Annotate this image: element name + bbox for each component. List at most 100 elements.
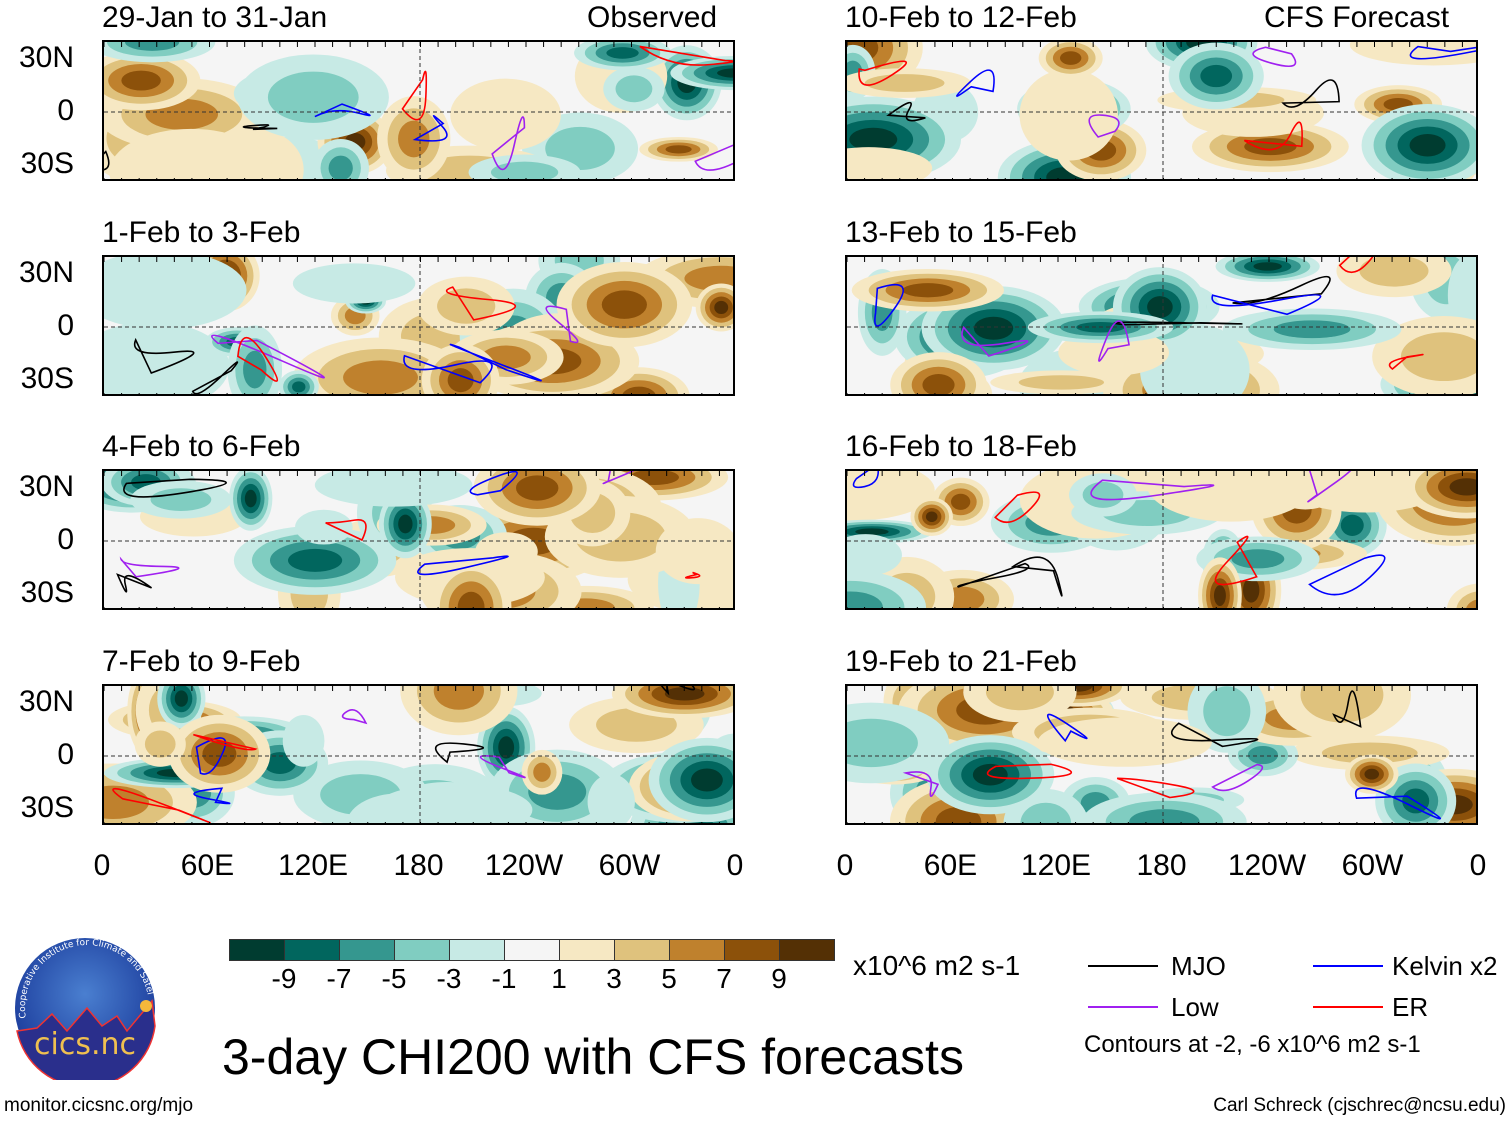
wave-contour xyxy=(417,555,509,576)
anomaly-contour-fill xyxy=(664,687,705,701)
wave-contour xyxy=(694,144,733,171)
legend-label-er: ER xyxy=(1392,992,1429,1022)
anomaly-contour-fill xyxy=(282,714,325,767)
wave-contour xyxy=(994,491,1041,524)
anomaly-contour-fill xyxy=(1019,69,1118,161)
wave-contour xyxy=(1354,787,1442,820)
wave-contour xyxy=(1243,121,1303,151)
colorbar-label: 9 xyxy=(771,963,787,994)
wave-contour xyxy=(1252,46,1297,68)
anomaly-contour-fill xyxy=(174,690,188,707)
anomaly-contour-fill xyxy=(922,373,955,394)
anomaly-contour-fill xyxy=(1231,549,1285,569)
anomaly-contour-fill xyxy=(1200,64,1233,88)
wave-contour xyxy=(237,337,279,382)
anomaly-contour-fill xyxy=(450,78,561,151)
wave-contour xyxy=(1409,45,1476,60)
colorbar-label: 1 xyxy=(551,963,567,994)
anomaly-contour-fill xyxy=(244,489,257,508)
map-panel xyxy=(845,40,1478,181)
anomaly-contour-fill xyxy=(847,534,902,577)
panel-title: 29-Jan to 31-Jan xyxy=(102,1,328,34)
anomaly-contour-fill xyxy=(855,528,889,536)
legend-line-low xyxy=(1088,1006,1158,1008)
chi200-field xyxy=(104,257,733,394)
wave-contour xyxy=(1281,79,1340,108)
anomaly-contour-fill xyxy=(1145,471,1316,522)
panel-title: 1-Feb to 3-Feb xyxy=(102,216,301,249)
wave-contour xyxy=(1098,320,1130,362)
footer-url[interactable]: monitor.cicsnc.org/mjo xyxy=(4,1095,194,1116)
anomaly-contour-fill xyxy=(849,127,898,152)
lat-label: 30S xyxy=(20,791,74,824)
lon-label: 60E xyxy=(923,849,978,882)
anomaly-contour-fill xyxy=(847,591,883,608)
wave-contour xyxy=(1088,114,1120,138)
anomaly-contour-fill xyxy=(1349,42,1476,66)
colorbar-swatch xyxy=(284,939,340,961)
anomaly-contour-fill xyxy=(457,591,485,608)
lat-label: 30N xyxy=(18,685,74,718)
chi200-field xyxy=(104,686,733,823)
colorbar-label: 3 xyxy=(606,963,622,994)
colorbar-swatch xyxy=(614,939,670,961)
wave-contour xyxy=(858,60,907,86)
colorbar-swatch xyxy=(229,939,285,961)
wave-contour xyxy=(1010,556,1063,597)
wave-contour xyxy=(469,471,518,496)
lon-label: 180 xyxy=(1136,849,1187,882)
anomaly-contour-fill xyxy=(433,686,484,710)
lon-label: 120W xyxy=(484,849,564,882)
wave-contour xyxy=(1232,275,1331,305)
wave-contour xyxy=(434,742,485,764)
anomaly-contour-fill xyxy=(1020,802,1072,823)
map-panel xyxy=(102,469,735,610)
map-panel xyxy=(102,40,735,181)
wave-contour xyxy=(491,116,526,170)
lon-label: 0 xyxy=(836,849,854,882)
wave-contour xyxy=(685,571,701,579)
legend-line-kelvin xyxy=(1313,965,1383,967)
colorbar-label: -5 xyxy=(381,963,407,994)
colorbar-label: -9 xyxy=(271,963,297,994)
wave-contour xyxy=(639,45,733,66)
anomaly-contour-fill xyxy=(1253,262,1282,271)
wave-contour xyxy=(602,471,635,485)
anomaly-contour-fill xyxy=(1300,686,1384,723)
wave-contour xyxy=(193,733,258,751)
colorbar-label: -3 xyxy=(436,963,462,994)
wave-contour xyxy=(874,284,904,327)
anomaly-contour-fill xyxy=(973,316,1014,340)
anomaly-contour-fill xyxy=(587,774,635,823)
wave-contour xyxy=(1307,471,1352,503)
panel-title: 7-Feb to 9-Feb xyxy=(102,645,301,678)
colorbar-label: 5 xyxy=(661,963,677,994)
wave-contour xyxy=(211,334,325,379)
anomaly-contour-fill xyxy=(1466,599,1476,608)
lon-label: 0 xyxy=(93,849,111,882)
colorbar-label: -7 xyxy=(326,963,352,994)
wave-contour xyxy=(1338,257,1374,274)
colorbar-units: x10^6 m2 s-1 xyxy=(853,950,1021,981)
anomaly-contour-fill xyxy=(1203,686,1251,737)
colorbar-swatch xyxy=(559,939,615,961)
anomaly-contour-fill xyxy=(1147,296,1173,318)
anomaly-contour-fill xyxy=(1018,375,1105,390)
wave-contour xyxy=(449,343,542,382)
anomaly-contour-fill xyxy=(243,350,267,389)
cics-logo: cics.nc Cooperative Institute for Climat… xyxy=(9,929,158,1088)
map-panel xyxy=(845,255,1478,396)
colorbar-swatch xyxy=(339,939,395,961)
anomaly-contour-fill xyxy=(655,518,733,585)
panel-title: 4-Feb to 6-Feb xyxy=(102,430,301,463)
lat-label: 30N xyxy=(18,470,74,503)
wave-contour xyxy=(1090,479,1215,501)
legend-label-mjo: MJO xyxy=(1171,951,1226,981)
anomaly-contour-fill xyxy=(902,283,954,298)
lon-label: 60W xyxy=(1341,849,1404,882)
colorbar-swatch xyxy=(724,939,780,961)
chi200-field xyxy=(847,471,1476,608)
lon-label: 0 xyxy=(726,849,744,882)
lon-label: 120E xyxy=(1020,849,1092,882)
